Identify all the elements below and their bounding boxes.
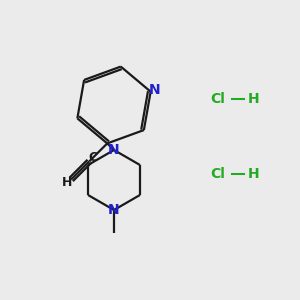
Text: H: H xyxy=(248,92,259,106)
Text: N: N xyxy=(149,83,161,97)
Text: Cl: Cl xyxy=(210,92,225,106)
Text: Cl: Cl xyxy=(210,167,225,181)
Text: N: N xyxy=(108,143,120,157)
Text: H: H xyxy=(62,176,73,189)
Text: N: N xyxy=(108,203,120,217)
Text: C: C xyxy=(89,151,98,164)
Text: H: H xyxy=(248,167,259,181)
